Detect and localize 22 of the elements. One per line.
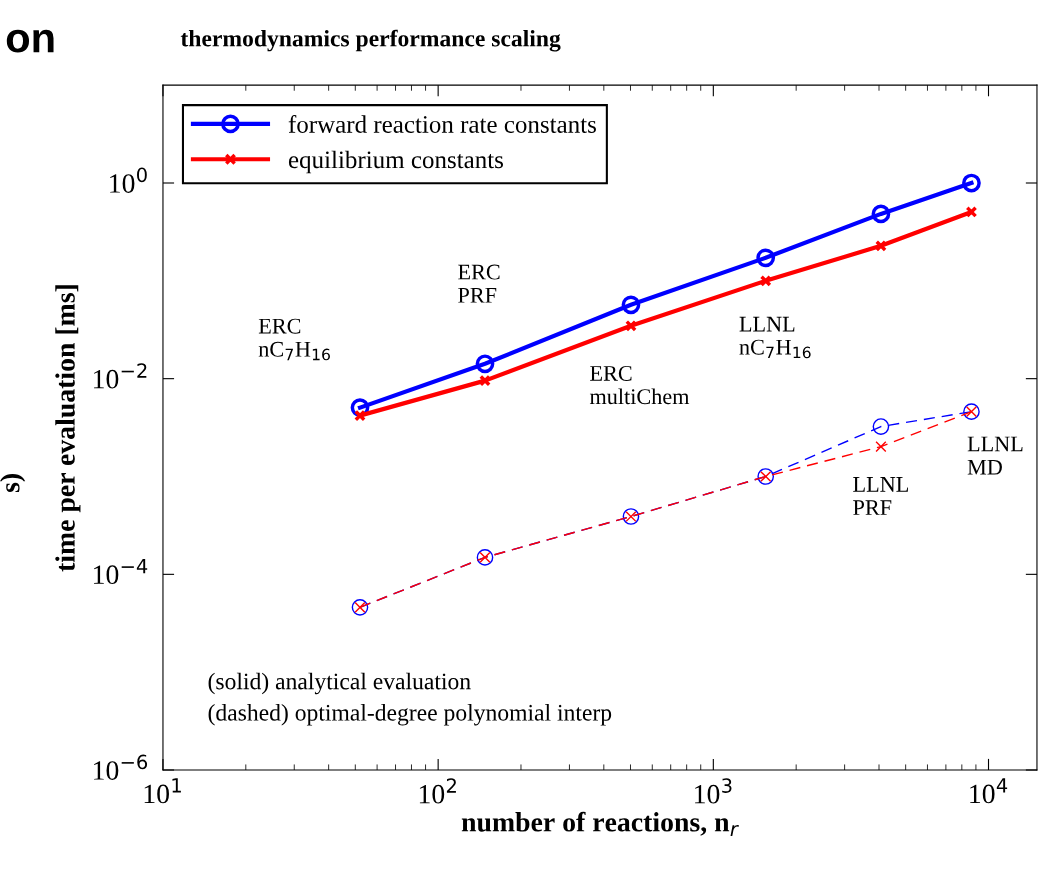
annotation: ERC PRF xyxy=(458,264,500,303)
y-tick-label: 10$^{−4}$ xyxy=(94,559,148,585)
x-tick-label: 10$^{3}$ xyxy=(695,778,732,804)
text: s) xyxy=(0,474,26,493)
chart-title: thermodynamics performance scaling xyxy=(180,29,561,52)
annotation: LLNL nC$_{7}$H$_{16}$ xyxy=(739,316,811,359)
x-tick-label: 10$^{4}$ xyxy=(970,778,1008,804)
x-tick-label: 10$^{2}$ xyxy=(419,778,456,804)
legend-label: equilibrium constants xyxy=(288,150,503,174)
y-axis-title: time per evaluation [ms] xyxy=(55,285,81,572)
y-tick-label: 10$^{0}$ xyxy=(110,167,147,193)
x-axis-title: number of reactions, n$_{r}$ xyxy=(461,811,739,836)
x-tick-label: 10$^{1}$ xyxy=(144,778,181,804)
annotation: ERC multiChem xyxy=(589,365,690,405)
text: on xyxy=(6,29,54,53)
annotation: ERC nC$_{7}$H$_{16}$ xyxy=(258,318,330,361)
annotation: (solid) analytical evaluation (dashed) optimal-degree polynomial interp xyxy=(208,672,612,726)
y-tick-label: 10$^{−6}$ xyxy=(94,754,148,780)
legend-label: forward reaction rate constants xyxy=(288,115,596,133)
y-tick-label: 10$^{−2}$ xyxy=(94,363,147,389)
annotation: LLNL MD xyxy=(967,436,1023,475)
annotation: LLNL PRF xyxy=(853,477,908,515)
